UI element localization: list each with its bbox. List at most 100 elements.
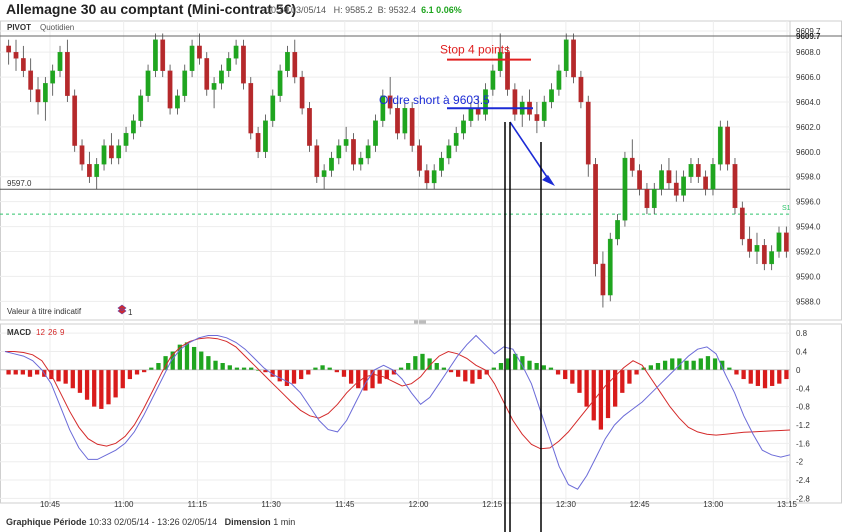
macd-tick-label: -0.8: [796, 403, 810, 412]
candle-body: [402, 108, 408, 134]
candle-body: [365, 145, 371, 159]
candle-body: [615, 220, 620, 240]
candle-body: [219, 70, 224, 84]
candle-body: [563, 39, 569, 71]
macd-histogram-bar: [6, 369, 11, 375]
candle-body: [725, 126, 730, 165]
candle-body: [695, 164, 701, 177]
candle-body: [571, 39, 576, 78]
macd-histogram-bar: [691, 360, 696, 370]
quote-info: 10:24 03/05/14 H: 9585.2 B: 9532.4 6.1 0…: [266, 5, 462, 15]
candle-body: [761, 245, 767, 265]
macd-histogram-bar: [348, 369, 354, 384]
macd-histogram-bar: [77, 369, 83, 393]
macd-histogram-bar: [363, 369, 368, 391]
candle-body: [666, 170, 672, 184]
chart-footer: Graphique Période 10:33 02/05/14 - 13:26…: [6, 517, 295, 527]
macd-histogram-bar: [113, 369, 118, 398]
price-tick-label: 9608.0: [796, 48, 821, 57]
candle-body: [593, 164, 598, 265]
macd-histogram-bar: [384, 369, 389, 380]
candle-body: [651, 189, 657, 209]
candle-body: [145, 70, 151, 96]
candle-body: [739, 207, 745, 240]
candle-body: [101, 145, 107, 165]
price-tick-label: 9598.0: [796, 173, 821, 182]
macd-histogram-bar: [127, 369, 133, 380]
macd-panel-frame: [0, 323, 842, 504]
chart-title: Allemagne 30 au comptant (Mini-contrat 5…: [6, 1, 297, 17]
candle-body: [270, 95, 276, 121]
macd-histogram-bar: [491, 367, 496, 370]
time-tick-label: 12:30: [556, 500, 577, 509]
macd-tick-label: -2.4: [796, 476, 810, 485]
candle-body: [380, 95, 386, 121]
order-annotation: Ordre short à 9603.5: [379, 93, 490, 107]
macd-histogram-bar: [420, 353, 425, 370]
macd-histogram-bar: [241, 367, 247, 370]
macd-histogram-bar: [170, 351, 175, 370]
candle-body: [65, 51, 70, 96]
macd-histogram-bar: [720, 360, 725, 370]
macd-histogram-bar: [334, 369, 339, 373]
macd-histogram-bar: [677, 358, 682, 370]
macd-histogram-bar: [120, 369, 125, 389]
candle-body: [182, 70, 188, 96]
candle-body: [710, 164, 716, 190]
macd-histogram-bar: [327, 367, 332, 370]
period-value: 10:33 02/05/14 - 13:26 02/05/14: [89, 517, 218, 527]
macd-histogram-bar: [299, 369, 304, 380]
candle-body: [277, 70, 283, 96]
candle-body: [534, 114, 540, 121]
quote-change: 6.1 0.06%: [421, 5, 462, 15]
candle-body: [175, 95, 180, 109]
dimension-label: Dimension: [224, 517, 271, 527]
macd-histogram-bar: [84, 369, 90, 400]
macd-histogram-bar: [634, 369, 639, 375]
candle-body: [123, 132, 129, 146]
candle-body: [351, 139, 356, 165]
macd-histogram-bar: [705, 356, 711, 370]
macd-tick-label: -2.8: [796, 494, 810, 503]
macd-histogram-bar: [391, 369, 397, 375]
candle-body: [160, 39, 166, 71]
time-tick-label: 11:30: [261, 500, 281, 509]
candle-body: [578, 76, 584, 103]
macd-histogram-bar: [463, 369, 468, 382]
candle-body: [622, 157, 628, 221]
macd-histogram-bar: [498, 363, 504, 370]
macd-histogram-bar: [249, 367, 254, 370]
macd-param: 12: [36, 328, 45, 337]
macd-histogram-bar: [277, 369, 282, 382]
candle-body: [204, 58, 210, 90]
panel-resize-handle: [414, 320, 426, 324]
candle-body: [673, 182, 679, 196]
candle-body: [336, 145, 342, 159]
candle-body: [424, 170, 430, 184]
macd-histogram-bar: [13, 369, 18, 375]
time-tick-label: 11:00: [114, 500, 134, 509]
candle-body: [754, 245, 760, 252]
macd-panel-label: MACD: [7, 328, 31, 337]
macd-histogram-bar: [505, 358, 511, 370]
candle-body: [167, 70, 173, 109]
time-tick-label: 11:15: [188, 500, 208, 509]
macd-histogram-bar: [577, 369, 582, 393]
support-level-label: 9597.0: [7, 179, 32, 188]
candle-body: [299, 76, 305, 109]
candle-body: [50, 70, 56, 84]
macd-param: 9: [60, 328, 65, 337]
candle-body: [292, 51, 298, 78]
macd-tick-label: -1.6: [796, 439, 810, 448]
candle-body: [703, 176, 708, 190]
time-tick-label: 12:00: [408, 500, 429, 509]
macd-histogram-bar: [134, 369, 140, 375]
macd-histogram-bar: [284, 369, 290, 386]
price-tick-label: 9596.0: [796, 198, 821, 207]
price-tick-label: 9609.7: [796, 27, 821, 36]
candle-body: [644, 189, 650, 209]
candle-body: [373, 120, 378, 146]
macd-tick-label: -2: [796, 458, 804, 467]
candle-body: [307, 108, 312, 146]
